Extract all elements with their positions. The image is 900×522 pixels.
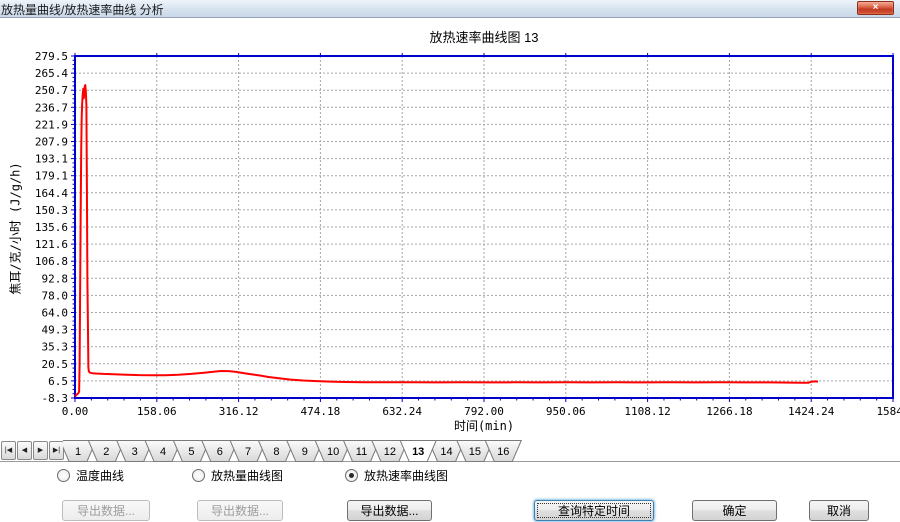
svg-text:316.12: 316.12 xyxy=(219,405,259,418)
tab-nav-first-button[interactable]: |◀ xyxy=(1,441,16,460)
radio-circle-icon[interactable] xyxy=(192,468,205,482)
svg-text:64.0: 64.0 xyxy=(42,307,69,320)
svg-text:193.1: 193.1 xyxy=(35,153,68,166)
tab-label: 16 xyxy=(497,446,509,458)
query-specific-time-button[interactable]: 查询特定时间 xyxy=(534,500,654,521)
svg-text:950.06: 950.06 xyxy=(546,405,586,418)
radio-label: 放热量曲线图 xyxy=(211,468,284,483)
tab-nav-last-button[interactable]: ▶| xyxy=(49,441,64,460)
svg-text:632.24: 632.24 xyxy=(382,405,422,418)
svg-text:279.5: 279.5 xyxy=(35,50,68,63)
radio-heat-release-rate-curve[interactable]: 放热速率曲线图 xyxy=(345,468,449,483)
tab-label: 9 xyxy=(302,446,308,458)
tab-2[interactable]: 2 xyxy=(87,440,126,462)
close-button[interactable]: × xyxy=(857,1,894,15)
window-title: 放热量曲线/放热速率曲线 分析 xyxy=(1,3,164,17)
tab-16[interactable]: 16 xyxy=(484,440,523,462)
svg-text:179.1: 179.1 xyxy=(35,170,68,183)
tab-7[interactable]: 7 xyxy=(229,440,267,462)
svg-text:49.3: 49.3 xyxy=(42,324,69,337)
tab-label: 11 xyxy=(356,446,367,458)
tab-label: 7 xyxy=(245,446,251,458)
tab-label: 1 xyxy=(75,446,81,458)
svg-text:78.0: 78.0 xyxy=(42,289,69,302)
svg-text:35.3: 35.3 xyxy=(42,341,69,354)
tab-4[interactable]: 4 xyxy=(144,440,182,462)
svg-text:0.00: 0.00 xyxy=(62,405,89,418)
tab-label: 8 xyxy=(273,446,279,458)
svg-text:1584.: 1584. xyxy=(876,405,900,418)
x-axis-title: 时间(min) xyxy=(453,419,515,433)
heat-release-rate-chart: 279.5 265.4 250.7 236.7 221.9 207.9 193.1 179.1… xyxy=(35,50,900,418)
tab-3[interactable]: 3 xyxy=(115,440,154,462)
chart-title: 放热速率曲线图 13 xyxy=(429,30,539,45)
svg-text:207.9: 207.9 xyxy=(35,136,68,149)
tab-10[interactable]: 10 xyxy=(314,440,352,462)
svg-text:20.5: 20.5 xyxy=(42,358,69,371)
axis-ticks xyxy=(71,53,894,402)
svg-text:250.7: 250.7 xyxy=(35,84,68,97)
tab-nav-next-button[interactable]: ▶ xyxy=(33,441,48,460)
svg-text:236.7: 236.7 xyxy=(35,101,68,114)
tab-label: 3 xyxy=(132,446,138,458)
tab-6[interactable]: 6 xyxy=(200,440,239,462)
tab-13[interactable]: 13 xyxy=(399,440,437,462)
radio-heat-amount-curve[interactable]: 放热量曲线图 xyxy=(192,468,284,483)
svg-text:1108.12: 1108.12 xyxy=(624,405,670,418)
svg-text:792.00: 792.00 xyxy=(464,405,504,418)
ok-button[interactable]: 确定 xyxy=(692,500,777,521)
tab-nav-prev-button[interactable]: ◀ xyxy=(17,441,32,460)
svg-text:150.3: 150.3 xyxy=(35,204,68,217)
radio-label: 放热速率曲线图 xyxy=(364,468,449,483)
tab-5[interactable]: 5 xyxy=(172,440,211,462)
svg-text:265.4: 265.4 xyxy=(35,67,68,80)
window-titlebar: 放热量曲线/放热速率曲线 分析 × xyxy=(0,0,900,18)
radio-label: 温度曲线 xyxy=(76,468,125,483)
export-data-button-2[interactable]: 导出数据... xyxy=(197,500,283,521)
svg-text:474.18: 474.18 xyxy=(301,405,341,418)
y-axis-title: 焦耳/克/小时 (J/g/h) xyxy=(8,162,23,295)
svg-text:6.5: 6.5 xyxy=(48,375,68,388)
tab-9[interactable]: 9 xyxy=(286,440,324,462)
x-axis-tick-labels: 0.00 158.06 316.12 474.18 632.24 792.00 950.06… xyxy=(62,405,900,418)
tab-label: 12 xyxy=(384,446,396,458)
export-data-button-1[interactable]: 导出数据... xyxy=(62,500,150,521)
gridlines xyxy=(75,56,893,398)
svg-text:106.8: 106.8 xyxy=(35,255,68,268)
tab-label: 4 xyxy=(160,446,166,458)
svg-text:-8.3: -8.3 xyxy=(42,392,69,405)
svg-text:221.9: 221.9 xyxy=(35,118,68,131)
svg-text:1266.18: 1266.18 xyxy=(706,405,752,418)
tab-label: 5 xyxy=(188,446,194,458)
tab-label: 14 xyxy=(440,446,452,458)
svg-text:135.6: 135.6 xyxy=(35,221,68,234)
cancel-button[interactable]: 取消 xyxy=(809,500,869,521)
tab-11[interactable]: 11 xyxy=(342,440,381,462)
series-放热速率 xyxy=(74,84,819,398)
tab-label: 15 xyxy=(469,446,481,458)
tab-1[interactable]: 1 xyxy=(63,440,97,462)
svg-text:158.06: 158.06 xyxy=(137,405,177,418)
tab-label: 10 xyxy=(327,446,339,458)
radio-circle-icon[interactable] xyxy=(345,468,358,482)
y-axis-tick-labels: 279.5 265.4 250.7 236.7 221.9 207.9 193.1 179.1… xyxy=(35,50,68,405)
svg-text:92.8: 92.8 xyxy=(42,272,69,285)
tab-14[interactable]: 14 xyxy=(427,440,466,462)
tab-label: 6 xyxy=(217,446,223,458)
tab-label: 13 xyxy=(412,446,424,458)
svg-text:164.4: 164.4 xyxy=(35,187,68,200)
tab-12[interactable]: 12 xyxy=(371,440,409,462)
tab-label: 2 xyxy=(103,446,109,458)
tab-15[interactable]: 15 xyxy=(456,440,494,462)
tab-8[interactable]: 8 xyxy=(257,440,296,462)
svg-text:1424.24: 1424.24 xyxy=(788,405,835,418)
svg-text:121.6: 121.6 xyxy=(35,238,68,251)
radio-temperature-curve[interactable]: 温度曲线 xyxy=(57,468,125,483)
export-data-button-3[interactable]: 导出数据... xyxy=(347,500,432,521)
radio-circle-icon[interactable] xyxy=(57,468,70,482)
